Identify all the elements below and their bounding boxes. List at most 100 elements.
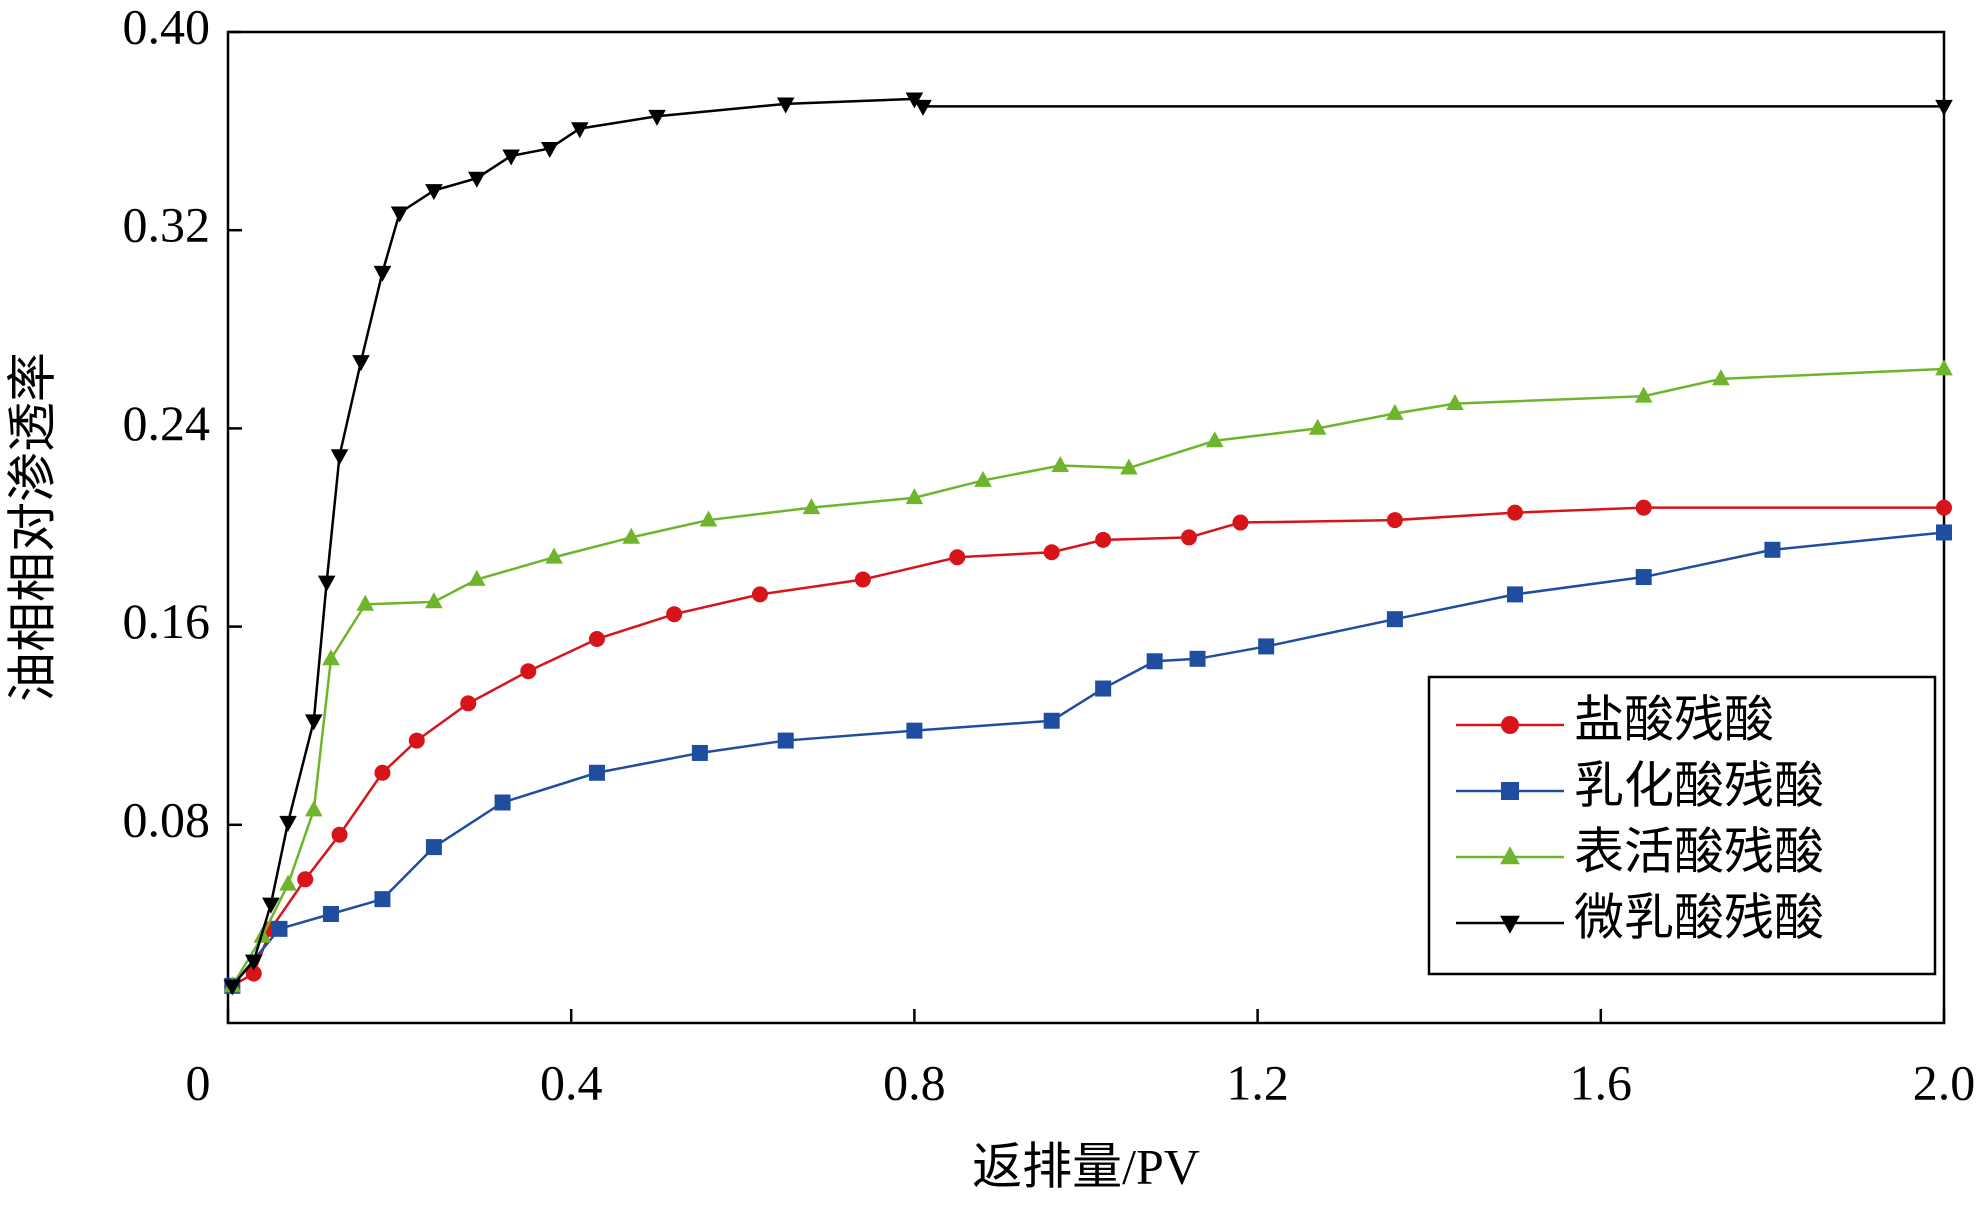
- data-point: [1095, 680, 1112, 697]
- data-point: [460, 695, 477, 712]
- data-point: [1043, 544, 1060, 561]
- data-point: [914, 99, 932, 116]
- data-point: [425, 184, 443, 201]
- data-point: [1180, 529, 1197, 546]
- legend-marker: [1501, 716, 1519, 734]
- data-point: [1764, 541, 1781, 558]
- data-point: [408, 732, 425, 749]
- y-tick-label: 0.40: [123, 0, 211, 54]
- data-point: [949, 549, 966, 566]
- legend-label: 微乳酸残酸: [1574, 889, 1824, 945]
- data-point: [1205, 431, 1224, 448]
- series-line: [231, 506, 1944, 987]
- data-point: [1936, 499, 1952, 516]
- data-point: [699, 510, 718, 527]
- data-point: [776, 97, 795, 114]
- data-point: [262, 897, 280, 914]
- data-point: [648, 109, 666, 126]
- y-axis-label: 油相相对渗透率: [4, 352, 60, 702]
- data-point: [425, 839, 442, 856]
- data-point: [1232, 514, 1249, 531]
- data-point: [974, 470, 992, 487]
- x-tick-label: 1.6: [1570, 1054, 1633, 1110]
- y-tick-label: 0.24: [123, 395, 211, 451]
- data-point: [1258, 638, 1275, 655]
- data-point: [1146, 653, 1163, 670]
- data-point: [279, 815, 297, 832]
- data-point: [425, 592, 443, 609]
- data-point: [1386, 611, 1403, 628]
- data-point: [1120, 458, 1138, 475]
- series-line: [231, 97, 1944, 987]
- legend-label: 盐酸残酸: [1574, 691, 1774, 747]
- data-point: [622, 527, 641, 544]
- data-point: [1635, 499, 1652, 516]
- data-point: [905, 488, 924, 505]
- series-line: [231, 531, 1945, 987]
- data-point: [545, 547, 563, 564]
- data-point: [905, 92, 924, 109]
- data-point: [297, 871, 314, 888]
- data-point: [802, 498, 821, 515]
- y-tick-label: 0.16: [123, 593, 211, 649]
- data-point: [502, 149, 520, 166]
- data-point: [588, 764, 605, 781]
- x-tick-label: 2.0: [1913, 1054, 1976, 1110]
- data-point: [374, 891, 391, 908]
- data-point: [330, 449, 349, 466]
- data-point: [223, 979, 242, 996]
- legend-marker: [1500, 846, 1520, 865]
- data-point: [468, 569, 486, 586]
- data-point: [906, 722, 923, 739]
- data-point: [352, 355, 370, 372]
- data-point: [322, 905, 339, 922]
- data-point: [356, 594, 375, 611]
- data-point: [1308, 418, 1327, 435]
- data-point: [1189, 650, 1206, 667]
- x-tick-label: 1.2: [1226, 1054, 1289, 1110]
- x-tick-label: 0.4: [540, 1054, 603, 1110]
- data-point: [244, 954, 263, 971]
- data-point: [271, 920, 288, 937]
- data-point: [1446, 394, 1464, 411]
- legend-marker: [1501, 782, 1519, 800]
- data-point: [1051, 455, 1070, 472]
- data-point: [854, 571, 871, 588]
- data-point: [1507, 504, 1523, 521]
- data-point: [331, 826, 348, 843]
- y-tick-label: 0.32: [123, 197, 211, 253]
- data-point: [245, 965, 262, 982]
- data-point: [390, 206, 409, 223]
- x-tick-label: 0: [186, 1054, 211, 1110]
- data-point: [305, 714, 323, 731]
- data-point: [1712, 369, 1730, 386]
- data-point: [1936, 524, 1952, 541]
- y-tick-label: 0.08: [123, 791, 211, 847]
- data-point: [494, 794, 511, 811]
- data-point: [1386, 512, 1403, 529]
- data-point: [1634, 386, 1653, 403]
- legend-marker: [1500, 915, 1520, 934]
- data-point: [520, 663, 537, 680]
- data-point: [1386, 403, 1404, 420]
- data-point: [279, 874, 297, 891]
- data-point: [1635, 569, 1652, 586]
- data-point: [305, 800, 323, 817]
- data-point: [777, 732, 794, 749]
- data-point: [691, 744, 708, 761]
- data-point: [1043, 712, 1060, 729]
- data-point: [374, 764, 391, 781]
- data-point: [1095, 531, 1112, 548]
- data-point: [751, 586, 768, 603]
- data-point: [1507, 586, 1523, 603]
- data-point: [1935, 359, 1953, 376]
- legend-label: 乳化酸残酸: [1574, 757, 1824, 813]
- data-point: [540, 142, 559, 159]
- data-point: [317, 575, 336, 592]
- legend-label: 表活酸残酸: [1574, 823, 1824, 879]
- data-point: [322, 649, 340, 666]
- data-point: [468, 171, 486, 188]
- x-axis-label: 返排量/PV: [972, 1138, 1200, 1194]
- data-point: [666, 606, 683, 623]
